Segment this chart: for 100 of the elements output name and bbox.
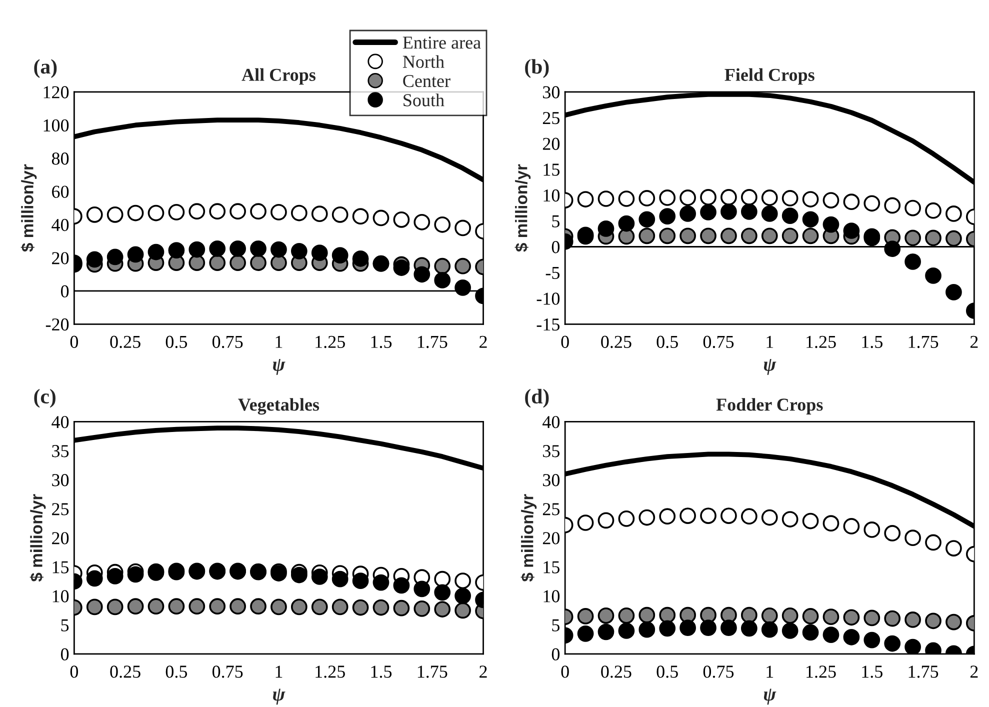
x-tick-label: 0.5 xyxy=(166,666,188,678)
point xyxy=(884,197,901,214)
point xyxy=(209,598,226,615)
y-tick-label: 0 xyxy=(552,241,560,254)
point xyxy=(822,608,840,625)
chart-title: Vegetables xyxy=(238,398,320,415)
point xyxy=(659,208,676,224)
legend-label: Entire area xyxy=(402,36,481,49)
point xyxy=(822,192,840,208)
x-tick-label: 1.5 xyxy=(862,666,882,678)
point xyxy=(618,228,635,245)
x-tick-label: 2 xyxy=(480,666,487,678)
point xyxy=(454,220,471,236)
y-tick-label: 25 xyxy=(542,112,560,124)
y-tick-label: 20 xyxy=(542,532,560,544)
y-tick-label: 10 xyxy=(544,590,560,602)
point xyxy=(148,204,164,222)
point xyxy=(127,566,144,583)
point xyxy=(822,216,840,233)
y-tick-label: 40 xyxy=(52,416,69,428)
x-tick-label: 0.25 xyxy=(110,666,140,678)
point xyxy=(332,570,348,588)
point xyxy=(209,203,226,220)
point xyxy=(393,577,410,594)
point xyxy=(864,610,880,626)
y-tick-label: 5 xyxy=(552,619,560,632)
x-tick-label: 0.75 xyxy=(703,336,734,348)
point xyxy=(393,211,410,228)
point xyxy=(904,230,921,246)
y-tick-label: 0 xyxy=(60,285,69,298)
point xyxy=(782,622,798,639)
point xyxy=(782,190,798,206)
point xyxy=(802,228,819,244)
point xyxy=(250,254,266,271)
point xyxy=(454,572,471,589)
x-tick-label: 1.25 xyxy=(806,336,836,348)
point xyxy=(700,189,716,206)
x-tick-label: 1.5 xyxy=(371,666,392,678)
x-tick-label: 0 xyxy=(561,666,569,678)
point xyxy=(884,610,901,627)
point xyxy=(454,602,471,619)
y-axis-title: $ million/yr xyxy=(514,164,531,252)
point xyxy=(618,510,635,527)
point xyxy=(864,522,880,538)
point xyxy=(884,635,901,652)
text: (d) xyxy=(525,388,549,408)
point xyxy=(904,612,921,628)
point xyxy=(250,203,266,220)
point xyxy=(290,566,308,584)
text: (a) xyxy=(34,59,57,78)
point xyxy=(106,248,124,266)
y-tick-label: 25 xyxy=(542,503,560,516)
y-tick-label: 5 xyxy=(61,619,69,632)
x-tick-label: 0.25 xyxy=(601,336,632,348)
point xyxy=(925,267,942,284)
point xyxy=(638,211,656,228)
point xyxy=(638,228,656,244)
point xyxy=(802,211,819,228)
x-tick-label: 0 xyxy=(70,666,78,678)
point xyxy=(352,250,369,267)
point xyxy=(659,606,676,624)
point xyxy=(188,254,206,271)
point xyxy=(332,598,348,616)
point xyxy=(884,525,901,542)
point xyxy=(700,508,716,524)
point xyxy=(434,272,451,288)
x-tick-label: 0.75 xyxy=(703,666,734,678)
x-tick-label: 0 xyxy=(561,336,569,348)
point xyxy=(598,624,614,640)
point xyxy=(168,242,185,259)
x-tick-label: 0.25 xyxy=(601,666,632,678)
point xyxy=(106,568,124,584)
point xyxy=(822,515,840,532)
point xyxy=(740,508,758,525)
y-tick-label: 60 xyxy=(52,186,69,198)
point xyxy=(720,620,737,636)
point xyxy=(598,220,614,237)
point xyxy=(802,624,819,641)
point xyxy=(740,228,758,244)
point xyxy=(188,203,206,220)
x-tick-label: 0.5 xyxy=(166,336,188,348)
y-tick-label: -10 xyxy=(536,292,560,305)
point xyxy=(577,514,594,531)
point xyxy=(311,206,328,222)
point xyxy=(761,607,778,624)
point xyxy=(925,230,942,246)
point xyxy=(618,190,635,207)
point xyxy=(352,572,369,589)
point xyxy=(270,204,287,220)
x-axis-title: ψ xyxy=(273,688,286,705)
x-tick-label: 1 xyxy=(766,666,774,678)
x-tick-label: 1.75 xyxy=(908,666,938,678)
point xyxy=(332,206,348,223)
point xyxy=(904,638,921,654)
y-tick-label: 35 xyxy=(543,445,560,458)
point xyxy=(843,518,860,534)
point xyxy=(270,254,287,271)
y-tick-label: 5 xyxy=(552,215,560,228)
point xyxy=(148,598,164,615)
point xyxy=(454,258,471,274)
